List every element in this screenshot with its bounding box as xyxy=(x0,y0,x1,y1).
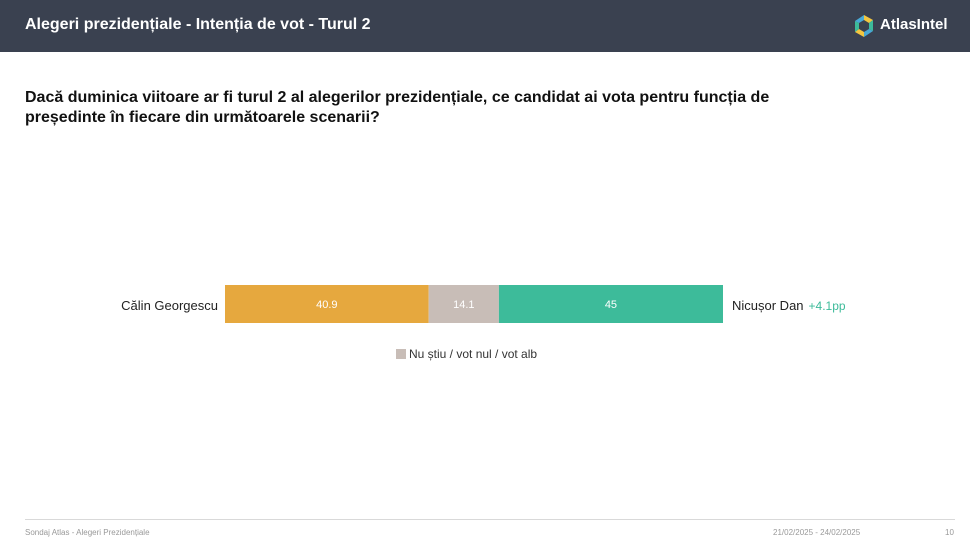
bar-segment-1 xyxy=(428,285,499,323)
page-number: 10 xyxy=(945,528,954,537)
header-bar: Alegeri prezidențiale - Intenția de vot … xyxy=(0,0,970,52)
bar-value-label-0: 40.9 xyxy=(316,299,337,311)
chart-legend: Nu știu / vot nul / vot alb xyxy=(396,347,537,361)
candidate-right: Nicușor Dan +4.1pp xyxy=(732,298,846,313)
page-title: Alegeri prezidențiale - Intenția de vot … xyxy=(25,16,371,33)
footer-divider xyxy=(25,519,955,520)
survey-question: Dacă duminica viitoare ar fi turul 2 al … xyxy=(25,89,770,126)
chart-area: Călin Georgescu 40.9 14.1 45 Nicușor Dan +4… xyxy=(0,270,970,380)
bar-segment-0 xyxy=(225,285,429,323)
footer-date: 21/02/2025 - 24/02/2025 xyxy=(773,528,861,537)
lead-difference: +4.1pp xyxy=(808,299,846,313)
candidate-left-label: Călin Georgescu xyxy=(121,298,218,313)
bar-value-label-2: 45 xyxy=(605,299,617,311)
bar-value-label-1: 14.1 xyxy=(453,299,474,311)
brand-logo: AtlasIntel xyxy=(852,14,952,38)
brand-name: AtlasIntel xyxy=(880,16,948,33)
footer-source: Sondaj Atlas - Alegeri Prezidențiale xyxy=(25,528,150,537)
candidate-right-label: Nicușor Dan xyxy=(732,298,804,313)
atlasintel-logo-icon xyxy=(855,15,873,37)
legend-swatch xyxy=(396,349,406,359)
legend-label: Nu știu / vot nul / vot alb xyxy=(409,347,538,361)
stacked-bar-chart: 40.9 14.1 45 xyxy=(225,285,723,323)
bar-segment-2 xyxy=(498,285,723,323)
